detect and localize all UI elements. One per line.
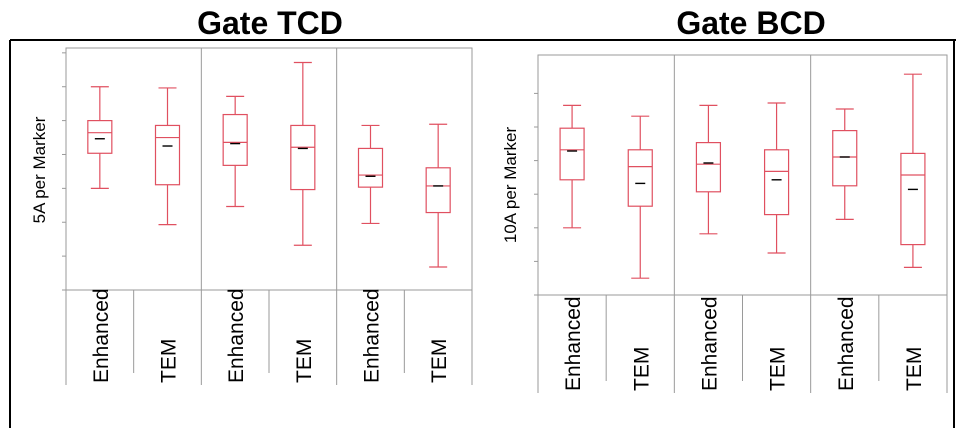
y-axis-label: 5A per Marker [30,116,49,223]
category-label: Enhanced [562,296,585,391]
panel-gate-bcd: Gate BCD 10A per Marker Enhanced TEM Enhan… [501,5,948,393]
category-label: TEM [630,347,653,391]
iqr-box [87,119,113,154]
category-label: Enhanced [225,288,248,383]
box-5 [357,124,384,225]
box-4 [290,61,316,246]
iqr-box [357,147,384,188]
iqr-box [695,142,722,193]
iqr-box [559,127,585,181]
box-5 [832,108,858,220]
iqr-box [900,152,926,246]
category-label: TEM [428,339,451,383]
iqr-box [290,124,316,191]
box-1 [87,86,113,189]
category-label: TEM [293,339,316,383]
box-2 [154,87,181,226]
category-label: TEM [158,339,181,383]
iqr-box [425,167,451,214]
plot-area: Enhanced TEM Enhanced TEM Enhanced TEM [62,47,473,385]
category-label: Enhanced [361,288,384,383]
category-label: TEM [767,347,790,391]
plot-area: Enhanced TEM Enhanced TEM Enhanced TEM [534,54,948,393]
category-label: TEM [903,347,926,391]
y-axis-label: 10A per Marker [501,127,520,244]
iqr-box [222,113,248,166]
iqr-box [154,124,181,186]
iqr-box [627,149,653,207]
iqr-box [832,130,858,187]
category-label: Enhanced [698,296,721,391]
box-2 [627,115,653,279]
category-label: Enhanced [835,296,858,391]
box-6 [425,123,451,268]
box-3 [222,95,248,208]
box-1 [559,104,585,229]
box-6 [900,73,926,268]
box-3 [695,104,722,235]
chart-title: Gate TCD [197,5,343,41]
box-4 [763,102,790,254]
chart-title: Gate BCD [676,5,825,41]
plot-border [537,54,948,296]
iqr-box [763,149,790,216]
plot-border [65,47,473,291]
panel-gate-tcd: Gate TCD 5A per Marker Enhanced TEM Enhanc… [30,5,473,385]
category-label: Enhanced [90,288,113,383]
